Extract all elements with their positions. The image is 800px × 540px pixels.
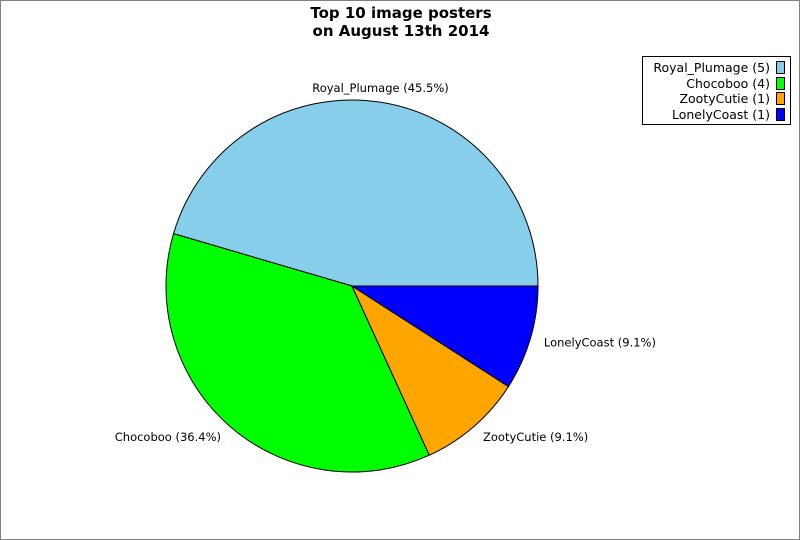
legend-label: Royal_Plumage (5) [653, 60, 770, 76]
pie-slice-royal-plumage [172, 99, 539, 287]
pie-slice-chocoboo [165, 232, 430, 473]
legend-label: LonelyCoast (1) [671, 106, 770, 122]
legend-label: ZootyCutie (1) [679, 91, 770, 107]
slice-label-lonelycoast: LonelyCoast (9.1%) [544, 335, 656, 349]
legend-item-zootycutie: ZootyCutie (1) [643, 91, 785, 107]
legend-label: Chocoboo (4) [686, 75, 770, 91]
legend-item-chocoboo: Chocoboo (4) [643, 76, 785, 92]
pie-slice-zootycutie [350, 284, 510, 456]
chart-title-line-1: Top 10 image posters [310, 4, 492, 22]
legend-swatch [776, 76, 785, 90]
pie-slice-lonelycoast [350, 285, 539, 388]
legend-swatch [776, 107, 785, 121]
legend: Royal_Plumage (5) Chocoboo (4) ZootyCutie … [642, 56, 791, 125]
legend-item-lonelycoast: LonelyCoast (1) [643, 107, 785, 123]
chart-title: Top 10 image posters on August 13th 2014 [1, 4, 799, 40]
slice-label-zootycutie: ZootyCutie (9.1%) [483, 430, 588, 444]
legend-swatch [776, 61, 785, 75]
slice-label-royal-plumage: Royal_Plumage (45.5%) [312, 81, 449, 95]
legend-swatch [776, 92, 785, 106]
chart-title-line-2: on August 13th 2014 [312, 22, 490, 40]
slice-label-chocoboo: Chocoboo (36.4%) [115, 430, 221, 444]
legend-item-royal-plumage: Royal_Plumage (5) [643, 60, 785, 76]
